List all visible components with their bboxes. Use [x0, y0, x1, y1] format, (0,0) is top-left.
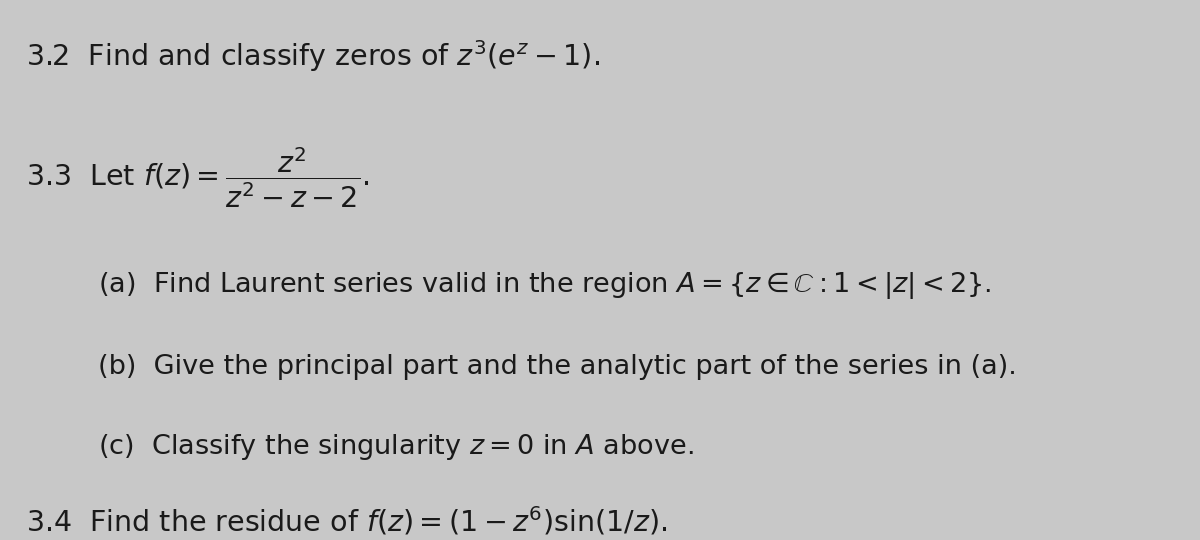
- Text: (b)  Give the principal part and the analytic part of the series in (a).: (b) Give the principal part and the anal…: [98, 354, 1018, 380]
- Text: 3.3  Let $f(z) = \dfrac{z^2}{z^2-z-2}$.: 3.3 Let $f(z) = \dfrac{z^2}{z^2-z-2}$.: [26, 146, 370, 211]
- Text: 3.4  Find the residue of $f(z) = (1 - z^6)\sin(1/z)$.: 3.4 Find the residue of $f(z) = (1 - z^6…: [26, 505, 667, 538]
- Text: 3.2  Find and classify zeros of $z^3(e^z - 1)$.: 3.2 Find and classify zeros of $z^3(e^z …: [26, 38, 600, 73]
- Text: (a)  Find Laurent series valid in the region $A = \{z \in \mathbb{C} : 1 < |z| <: (a) Find Laurent series valid in the reg…: [98, 270, 991, 301]
- Text: (c)  Classify the singularity $z = 0$ in $A$ above.: (c) Classify the singularity $z = 0$ in …: [98, 432, 694, 462]
